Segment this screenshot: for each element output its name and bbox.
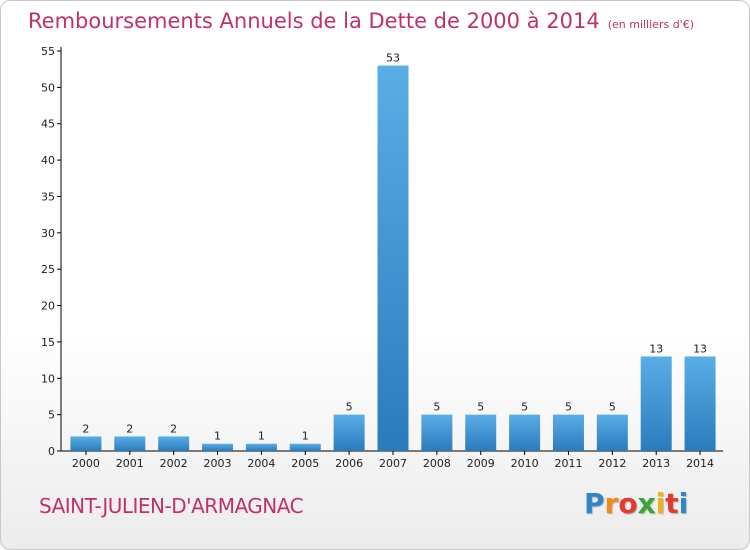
logo-letter: P bbox=[584, 487, 605, 520]
y-tick-label: 50 bbox=[41, 81, 55, 94]
bar-2010 bbox=[509, 414, 541, 451]
y-tick-label: 15 bbox=[41, 336, 55, 349]
bar-2000 bbox=[70, 436, 102, 451]
data-label-2004: 1 bbox=[258, 430, 265, 443]
x-tick-label-2011: 2011 bbox=[554, 457, 582, 470]
bar-2002 bbox=[158, 436, 190, 451]
bar-2011 bbox=[552, 414, 584, 451]
y-tick-label: 35 bbox=[41, 190, 55, 203]
bar-2007 bbox=[377, 65, 409, 451]
data-label-2014: 13 bbox=[693, 342, 707, 355]
logo-letter: o bbox=[618, 487, 638, 520]
x-tick-label-2001: 2001 bbox=[116, 457, 144, 470]
data-label-2012: 5 bbox=[609, 401, 616, 414]
data-label-2010: 5 bbox=[521, 401, 528, 414]
x-tick-label-2012: 2012 bbox=[598, 457, 626, 470]
data-label-2008: 5 bbox=[433, 401, 440, 414]
x-tick-label-2007: 2007 bbox=[379, 457, 407, 470]
data-label-2002: 2 bbox=[170, 422, 177, 435]
bar-2006 bbox=[333, 414, 365, 451]
x-tick-label-2000: 2000 bbox=[72, 457, 100, 470]
x-tick-label-2002: 2002 bbox=[160, 457, 188, 470]
chart-title: Remboursements Annuels de la Dette de 20… bbox=[28, 9, 694, 33]
x-tick-label-2010: 2010 bbox=[511, 457, 539, 470]
data-label-2005: 1 bbox=[302, 430, 309, 443]
bar-2014 bbox=[684, 356, 716, 451]
y-tick-label: 5 bbox=[48, 409, 55, 422]
y-tick-label: 10 bbox=[41, 372, 55, 385]
x-tick-label-2003: 2003 bbox=[204, 457, 232, 470]
logo-letter: t bbox=[665, 487, 679, 520]
logo-letter: r bbox=[604, 487, 619, 520]
data-label-2000: 2 bbox=[82, 422, 89, 435]
logo-letter: i bbox=[655, 487, 666, 520]
y-tick-label: 20 bbox=[41, 300, 55, 313]
data-label-2009: 5 bbox=[477, 401, 484, 414]
y-tick-label: 30 bbox=[41, 227, 55, 240]
x-tick-label-2014: 2014 bbox=[686, 457, 714, 470]
bar-2008 bbox=[421, 414, 453, 451]
x-tick-label-2013: 2013 bbox=[642, 457, 670, 470]
bar-2004 bbox=[245, 443, 277, 451]
logo-letter: x bbox=[637, 487, 656, 520]
proxiti-logo[interactable]: Proxiti bbox=[584, 487, 688, 520]
y-tick-label: 0 bbox=[48, 445, 55, 458]
data-label-2001: 2 bbox=[126, 422, 133, 435]
data-label-2011: 5 bbox=[565, 401, 572, 414]
data-label-2007: 53 bbox=[386, 52, 400, 65]
data-label-2013: 13 bbox=[649, 342, 663, 355]
commune-name: SAINT-JULIEN-D'ARMAGNAC bbox=[39, 494, 304, 518]
data-label-2003: 1 bbox=[214, 430, 221, 443]
bar-2013 bbox=[640, 356, 672, 451]
x-tick-label-2005: 2005 bbox=[291, 457, 319, 470]
y-tick-label: 25 bbox=[41, 263, 55, 276]
x-tick-label-2009: 2009 bbox=[467, 457, 495, 470]
bar-2009 bbox=[465, 414, 497, 451]
y-tick-label: 45 bbox=[41, 118, 55, 131]
bar-2012 bbox=[596, 414, 628, 451]
data-label-2006: 5 bbox=[346, 401, 353, 414]
y-tick-label: 40 bbox=[41, 154, 55, 167]
logo-letter: i bbox=[678, 487, 689, 520]
x-tick-label-2008: 2008 bbox=[423, 457, 451, 470]
y-tick-label: 55 bbox=[41, 45, 55, 58]
chart-unit-note: (en milliers d'€) bbox=[607, 18, 694, 31]
chart-title-text: Remboursements Annuels de la Dette de 20… bbox=[28, 9, 600, 33]
bar-2001 bbox=[114, 436, 146, 451]
bar-2005 bbox=[289, 443, 321, 451]
x-tick-label-2004: 2004 bbox=[247, 457, 275, 470]
bar-2003 bbox=[202, 443, 234, 451]
x-tick-label-2006: 2006 bbox=[335, 457, 363, 470]
